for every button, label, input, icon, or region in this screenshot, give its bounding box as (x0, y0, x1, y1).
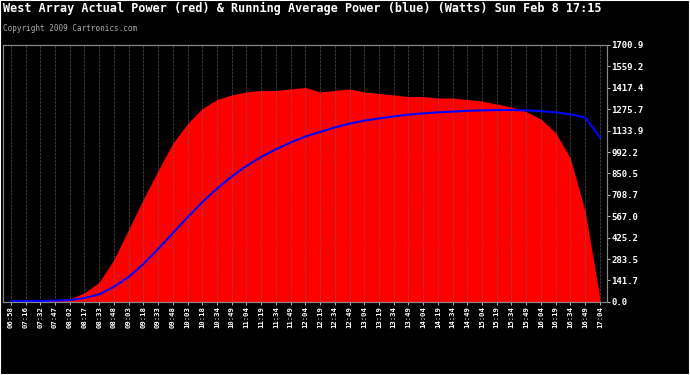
Text: West Array Actual Power (red) & Running Average Power (blue) (Watts) Sun Feb 8 1: West Array Actual Power (red) & Running … (3, 2, 602, 15)
Text: Copyright 2009 Cartronics.com: Copyright 2009 Cartronics.com (3, 24, 137, 33)
